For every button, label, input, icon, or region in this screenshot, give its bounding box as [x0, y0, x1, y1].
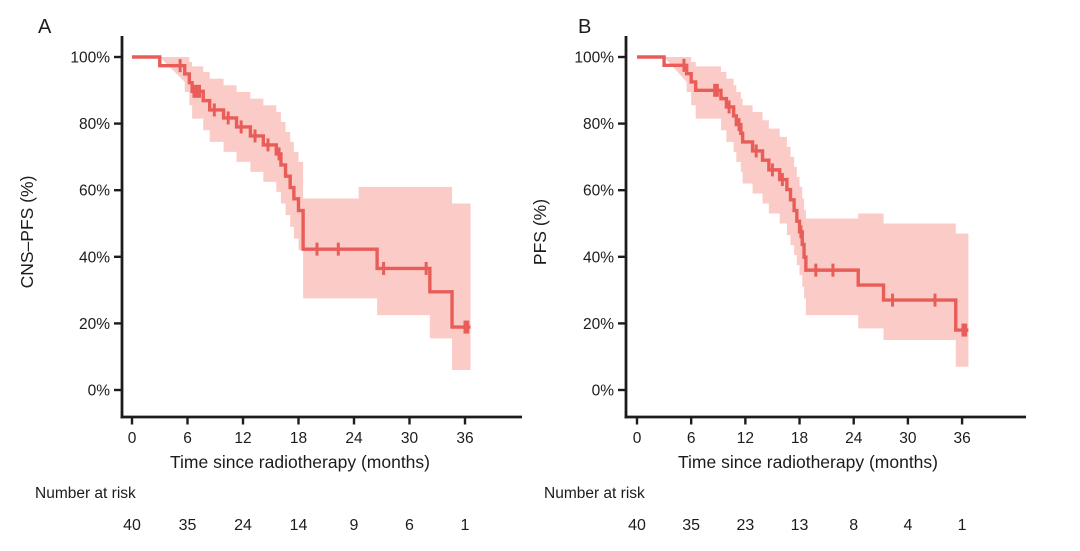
risk-count: 8: [849, 517, 858, 534]
risk-count: 4: [903, 517, 912, 534]
x-tick-label: 24: [345, 430, 363, 447]
y-tick-label: 0%: [88, 383, 111, 400]
y-tick-label: 20%: [79, 316, 110, 333]
risk-count: 23: [736, 517, 754, 534]
y-tick-label: 0%: [592, 383, 615, 400]
survival-curve: [132, 55, 471, 329]
survival-curve: [637, 55, 969, 332]
panel-a-letter: A: [38, 16, 52, 38]
panel-b-plot: 0% 20% 40% 60% 80% 100% 0 6 12 18 24 30 36 40 35 23 13 8 4…: [574, 36, 1026, 534]
panel-b-y-axis-title: PFS (%): [530, 199, 550, 265]
y-tick-label: 60%: [583, 183, 614, 200]
panel-b-x-axis-title: Time since radiotherapy (months): [678, 452, 938, 472]
confidence-band: [159, 57, 471, 371]
y-tick-label: 100%: [574, 50, 614, 67]
x-tick-label: 0: [633, 430, 642, 447]
x-tick-label: 24: [845, 430, 863, 447]
x-tick-label: 12: [234, 430, 251, 447]
risk-count: 9: [350, 517, 359, 534]
risk-count: 40: [123, 517, 141, 534]
x-tick-label: 6: [687, 430, 696, 447]
x-tick-label: 6: [183, 430, 192, 447]
x-tick-label: 36: [456, 430, 473, 447]
x-tick-label: 30: [899, 430, 917, 447]
x-tick-label: 0: [128, 430, 137, 447]
x-tick-label: 36: [953, 430, 970, 447]
y-tick-label: 80%: [79, 116, 110, 133]
x-tick-label: 30: [401, 430, 419, 447]
risk-count: 1: [958, 517, 967, 534]
risk-count: 24: [234, 517, 252, 534]
risk-count: 6: [405, 517, 414, 534]
risk-count: 40: [628, 517, 646, 534]
panel-a-y-axis-title: CNS–PFS (%): [17, 176, 37, 289]
y-tick-label: 80%: [583, 116, 614, 133]
risk-count: 14: [290, 517, 308, 534]
y-tick-label: 40%: [79, 249, 110, 266]
x-tick-label: 12: [737, 430, 754, 447]
x-tick-label: 18: [290, 430, 307, 447]
risk-count: 35: [179, 517, 197, 534]
y-tick-label: 20%: [583, 316, 614, 333]
panel-b-letter: B: [578, 16, 591, 38]
y-tick-label: 60%: [79, 183, 110, 200]
confidence-band: [664, 57, 969, 367]
risk-count: 1: [461, 517, 470, 534]
panel-a-plot: 0% 20% 40% 60% 80% 100% 0 6 12 18 24 30 36 40 35 24 14 9 6…: [70, 36, 522, 534]
x-tick-label: 18: [791, 430, 808, 447]
risk-count: 35: [682, 517, 700, 534]
y-tick-label: 100%: [70, 50, 110, 67]
panel-a-x-axis-title: Time since radiotherapy (months): [170, 452, 430, 472]
risk-count: 13: [791, 517, 809, 534]
panel-b-risk-table-title: Number at risk: [544, 485, 645, 502]
y-tick-label: 40%: [583, 249, 614, 266]
panel-a-risk-table-title: Number at risk: [35, 485, 136, 502]
